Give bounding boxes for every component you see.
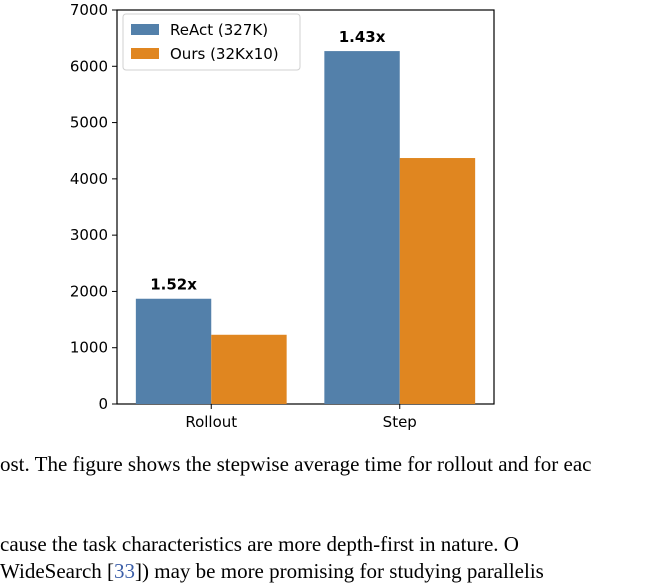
bar: [324, 51, 400, 405]
legend-swatch: [131, 48, 159, 59]
body-line: WideSearch [33]) may be more promising f…: [0, 559, 544, 583]
y-tick-label: 0: [98, 395, 108, 413]
legend-swatch: [131, 24, 159, 35]
bar: [211, 334, 287, 404]
plot-frame: [116, 9, 495, 405]
figure-caption: ost. The figure shows the stepwise avera…: [0, 452, 592, 476]
body-text: WideSearch [: [0, 559, 114, 583]
body-line: cause the task characteristics are more …: [0, 532, 519, 556]
y-tick-label: 5000: [70, 114, 108, 132]
annotation: 1.43x: [339, 28, 386, 46]
body-text: ]) may be more promising for studying pa…: [135, 559, 544, 583]
legend-box: [122, 13, 301, 71]
legend-label: Ours (32Kx10): [170, 45, 279, 63]
y-tick-label: 1000: [70, 339, 108, 357]
y-tick-label: 7000: [70, 1, 108, 19]
bar: [135, 298, 212, 404]
x-tick-label: Step: [383, 413, 417, 431]
y-tick-label: 6000: [70, 57, 108, 75]
annotation: 1.52x: [150, 276, 197, 294]
y-tick-label: 3000: [70, 226, 108, 244]
x-tick-label: Rollout: [185, 413, 237, 431]
y-tick-label: 2000: [70, 282, 108, 300]
y-tick-label: 4000: [70, 170, 108, 188]
bar: [399, 158, 476, 404]
citation[interactable]: 33: [114, 559, 135, 583]
legend-label: ReAct (327K): [170, 21, 268, 39]
